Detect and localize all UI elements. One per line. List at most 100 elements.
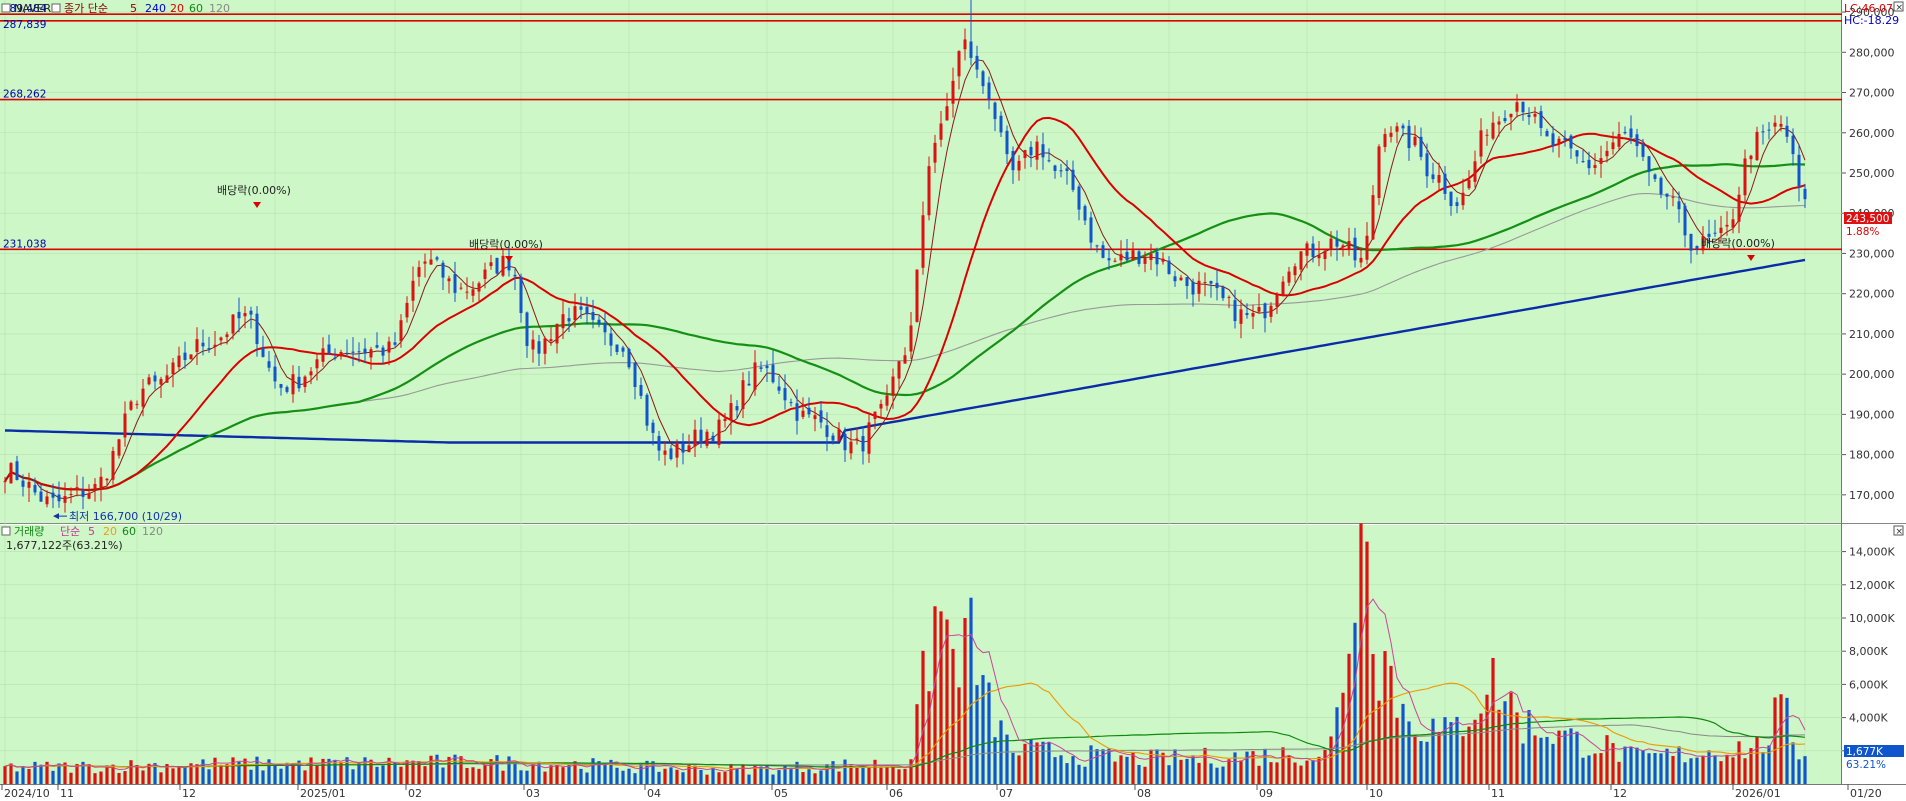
volume-bar <box>585 772 589 784</box>
price-tick-label: 170,000 <box>1849 489 1895 502</box>
volume-bar <box>753 765 757 784</box>
candle-body <box>1221 286 1225 299</box>
candle-body <box>339 352 343 357</box>
candle-body <box>543 338 547 354</box>
volume-bar <box>1449 722 1453 784</box>
candle-body <box>1233 300 1237 322</box>
candle-body <box>1425 153 1429 177</box>
volume-bar <box>849 765 853 784</box>
candle-body <box>33 484 37 493</box>
candle-body <box>267 361 271 368</box>
candle-body <box>357 351 361 353</box>
candle-body <box>1341 245 1345 248</box>
volume-bar <box>591 758 595 784</box>
legend-checkbox-icon[interactable] <box>1 526 11 536</box>
candle-body <box>855 438 859 440</box>
legend-checkbox-icon[interactable] <box>51 3 61 13</box>
candle-body <box>615 344 619 353</box>
candle-body <box>255 313 259 344</box>
volume-bar <box>255 756 259 784</box>
volume-bar <box>1077 764 1081 784</box>
volume-bar <box>963 618 967 784</box>
volume-bar <box>1797 759 1801 784</box>
candle-body <box>657 436 661 451</box>
volume-bar <box>291 763 295 784</box>
volume-bar <box>693 765 697 784</box>
volume-bar <box>1665 748 1669 784</box>
legend-checkbox-icon[interactable] <box>1 3 11 13</box>
candle-body <box>1551 133 1555 147</box>
candle-body <box>1023 150 1027 159</box>
volume-bar <box>387 757 391 784</box>
candle-body <box>1059 170 1063 172</box>
volume-bar <box>297 760 301 784</box>
candle-body <box>1593 164 1597 169</box>
candle-body <box>1335 239 1339 247</box>
candle-body <box>711 435 715 441</box>
panel-close-button[interactable] <box>1893 1 1904 12</box>
candle-body <box>441 262 445 278</box>
volume-bar <box>651 761 655 784</box>
volume-ma-period: 5 <box>88 525 95 538</box>
volume-bar <box>861 765 865 784</box>
candle-body <box>435 257 439 260</box>
volume-bar <box>531 764 535 784</box>
candle-body <box>687 445 691 453</box>
candle-body <box>1383 133 1387 148</box>
candle-body <box>1737 194 1741 222</box>
candle-body <box>1581 161 1585 163</box>
volume-bar <box>159 772 163 784</box>
volume-bar <box>1365 541 1369 784</box>
volume-bar <box>1335 707 1339 784</box>
price-legend: NAVER 종가 단순 5 240 20 60 120 <box>1 2 230 15</box>
candle-body <box>1689 233 1693 251</box>
volume-bar <box>951 648 955 784</box>
candle-body <box>1299 251 1303 270</box>
volume-bar <box>201 759 205 784</box>
volume-panel-close-button[interactable] <box>1893 525 1904 536</box>
candle-body <box>93 483 97 490</box>
volume-bar <box>1047 742 1051 784</box>
candle-body <box>627 349 631 368</box>
volume-bar <box>795 761 799 784</box>
volume-bar <box>627 768 631 784</box>
volume-bar <box>393 762 397 784</box>
volume-bar <box>885 766 889 784</box>
candle-body <box>1047 160 1051 162</box>
candle-body <box>15 461 19 480</box>
volume-bar <box>1731 757 1735 784</box>
candle-body <box>1197 280 1201 294</box>
volume-bar <box>771 774 775 784</box>
volume-bar <box>135 765 139 784</box>
volume-bar <box>123 771 127 784</box>
volume-bar <box>837 771 841 784</box>
volume-bar <box>945 619 949 784</box>
candle-body <box>1665 193 1669 197</box>
volume-bar <box>1125 756 1129 784</box>
volume-bar <box>345 757 349 784</box>
volume-bar <box>1677 746 1681 784</box>
volume-bar <box>1275 762 1279 784</box>
candle-body <box>1647 156 1651 172</box>
volume-bar <box>501 770 505 784</box>
candle-body <box>525 312 529 346</box>
candle-body <box>417 267 421 277</box>
candle-body <box>1659 177 1663 195</box>
volume-bar <box>213 757 217 784</box>
candle-body <box>1557 138 1561 145</box>
volume-bar <box>801 772 805 784</box>
volume-bar <box>1179 759 1183 784</box>
date-tick-label: 01/20 <box>1850 787 1882 800</box>
volume-bar <box>1593 753 1597 784</box>
volume-bar <box>597 761 601 784</box>
volume-bar <box>15 771 19 784</box>
candle-body <box>1545 130 1549 137</box>
volume-bar <box>903 768 907 784</box>
candle-body <box>1215 282 1219 289</box>
candle-body <box>1683 205 1687 236</box>
candle-body <box>975 55 979 70</box>
volume-bar <box>315 765 319 784</box>
candle-body <box>249 310 253 315</box>
date-tick-label: 03 <box>526 787 540 800</box>
